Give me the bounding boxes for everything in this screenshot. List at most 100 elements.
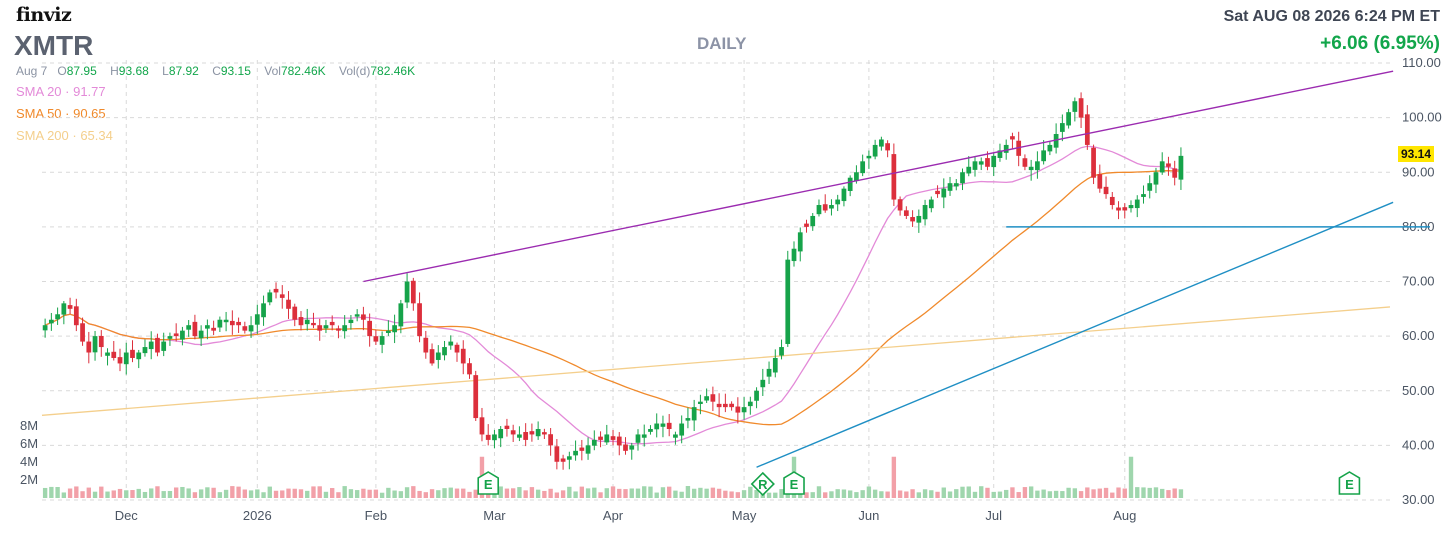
volume-bar <box>448 487 453 498</box>
event-marker-label: R <box>758 477 768 492</box>
volume-bar <box>567 486 572 498</box>
candle-body <box>941 188 947 198</box>
volume-bar <box>1178 489 1184 498</box>
volume-bar <box>1060 491 1065 498</box>
candle-body <box>1041 150 1047 162</box>
volume-bar <box>879 491 884 498</box>
sma200-legend[interactable]: SMA 200 · 65.34 <box>16 128 113 143</box>
volume-bar <box>1028 486 1034 498</box>
candle-body <box>329 321 335 326</box>
candle-body <box>760 379 766 388</box>
candle-body <box>123 352 129 365</box>
low-value: 87.92 <box>168 64 199 78</box>
trendlines[interactable] <box>363 70 1430 468</box>
volume-bar <box>454 488 460 498</box>
candle-body <box>785 259 791 344</box>
candle-body <box>797 232 803 252</box>
candle-body <box>810 215 816 227</box>
candle-body <box>373 336 379 342</box>
candle-body <box>317 325 323 331</box>
sma20-legend[interactable]: SMA 20 · 91.77 <box>16 84 106 99</box>
volume-bar <box>1016 492 1021 498</box>
volume-bar <box>598 492 603 498</box>
candle-body <box>935 190 940 195</box>
candle-body <box>542 432 547 435</box>
volume-bar <box>954 489 959 498</box>
candle-body <box>1091 147 1096 178</box>
candle-body <box>423 337 429 353</box>
candle-body <box>273 288 279 293</box>
candle-body <box>610 436 616 440</box>
candle-body <box>242 326 248 331</box>
candle-body <box>966 166 972 174</box>
candle-body <box>1066 112 1071 126</box>
ohlc-date: Aug 7 <box>16 64 48 78</box>
candle-body <box>729 403 734 408</box>
candle-body <box>835 199 841 205</box>
volume-bar <box>804 492 809 498</box>
candle-body <box>991 155 997 168</box>
volume-bar <box>1110 492 1115 498</box>
candle-body <box>560 458 566 462</box>
volume-bar <box>929 490 934 498</box>
candle-body <box>379 336 385 345</box>
finviz-logo[interactable]: finviz <box>16 4 72 26</box>
volume-bar <box>1116 487 1121 498</box>
volume-bar <box>386 487 391 498</box>
candle-body <box>161 341 167 351</box>
candle-body <box>1053 134 1059 148</box>
volume-bar <box>99 486 104 498</box>
volume-bar <box>941 487 946 498</box>
candle-body <box>67 305 73 309</box>
volume-bar <box>211 487 216 498</box>
candle-body <box>117 357 123 364</box>
candle-body <box>641 434 647 438</box>
candle-body <box>741 407 747 413</box>
candle-body <box>1028 166 1034 171</box>
candle-body <box>198 330 204 339</box>
candle-body <box>566 456 572 460</box>
volume-bar <box>729 491 734 498</box>
volume-bar <box>173 487 179 498</box>
candle-body <box>155 337 160 353</box>
candle-body <box>804 223 809 227</box>
volume-bar <box>1160 488 1165 498</box>
volume-bar <box>604 488 609 498</box>
volume-bar <box>342 486 347 498</box>
volume-bar <box>617 488 622 498</box>
volume-bar <box>286 488 291 498</box>
price-tick-label: 60.00 <box>1402 328 1435 343</box>
candle-body <box>417 303 422 337</box>
volume-bar <box>498 486 503 498</box>
candle-body <box>186 325 192 330</box>
volume-bar <box>280 490 285 498</box>
candle-body <box>960 172 965 184</box>
candle-body <box>1109 196 1115 206</box>
volume-bar <box>223 489 229 498</box>
timeframe-label[interactable]: DAILY <box>697 34 747 53</box>
candle-body <box>591 439 597 446</box>
volume-bar <box>1004 489 1009 498</box>
candle-body <box>897 199 903 211</box>
candle-body <box>978 161 984 165</box>
candle-body <box>1078 98 1084 118</box>
candle-body <box>142 347 148 354</box>
candle-body <box>1166 163 1171 167</box>
volume-bar <box>1091 489 1096 498</box>
candle-body <box>1178 155 1184 180</box>
date-tick-label: Feb <box>365 508 387 523</box>
volume-bar <box>1085 487 1090 498</box>
ohlc-readout: Aug 7 O87.95 H93.68 L87.92 C93.15 Vol782… <box>16 64 425 78</box>
volume-bar <box>442 488 447 498</box>
candle-body <box>535 428 541 437</box>
candle-body <box>1059 123 1065 132</box>
volume-bar <box>560 490 566 498</box>
candle-body <box>173 333 179 337</box>
candle-body <box>779 347 784 356</box>
volume-bar <box>255 489 260 498</box>
volume-bar <box>198 489 204 498</box>
volume-bar <box>629 488 634 498</box>
volume-bar <box>691 488 697 498</box>
